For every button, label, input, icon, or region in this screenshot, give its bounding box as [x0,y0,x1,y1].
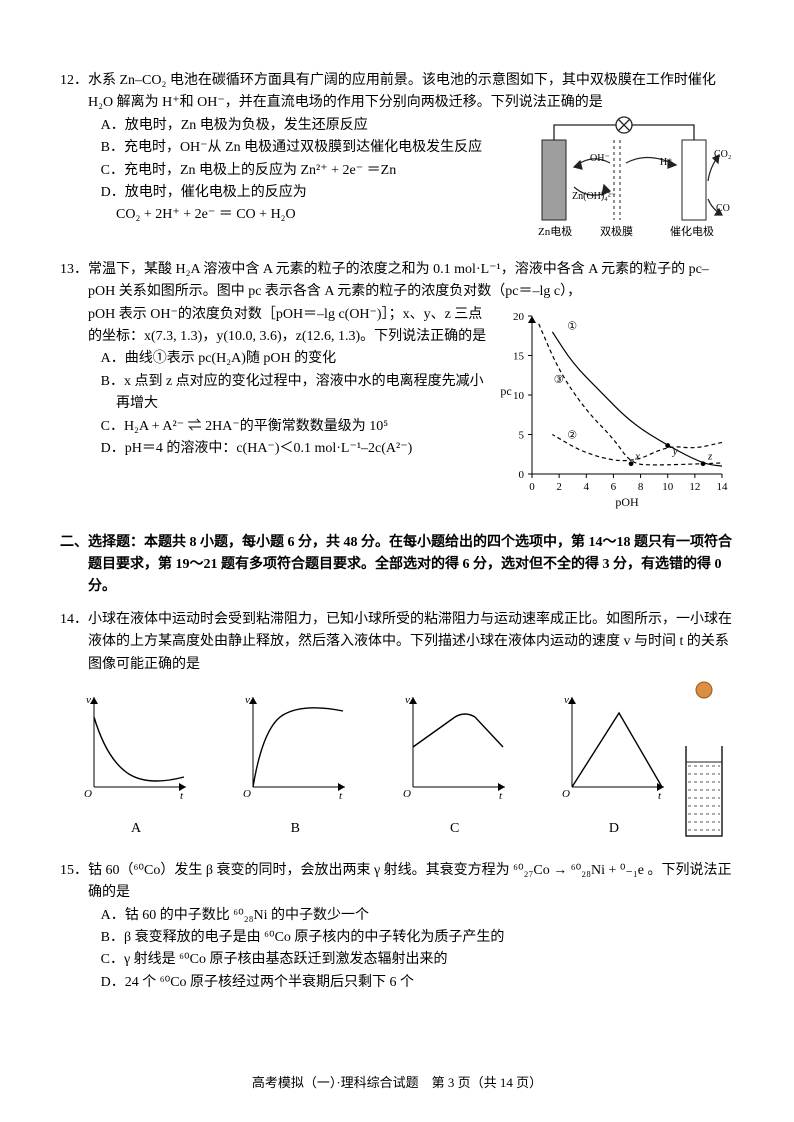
lbl-znoh: Zn(OH)₄²⁻ [572,191,616,202]
q12-D1: D．放电时，催化电极上的反应为 [88,182,514,204]
q13-chart: 0 2 4 6 8 10 12 14 0 5 10 15 20 pOH pc x y z ① ② ③ [494,304,734,514]
q12-D2: CO₂ + 2H⁺ + 2e⁻ ＝ CO + H₂O [88,204,514,226]
svg-text:pc: pc [500,384,511,398]
q15-D: D．24 个 ⁶⁰Co 原子核经过两个半衰期后只剩下 6 个 [88,972,734,994]
q14-lbl-A: A [76,818,196,840]
lbl-co: CO [716,203,730,214]
q15-stem: 15．钴 60（⁶⁰Co）发生 β 衰变的同时，会放出两束 γ 射线。其衰变方程… [60,860,734,905]
q13-C: C．H₂A + A²⁻ ⇌ 2HA⁻的平衡常数数量级为 10⁵ [88,416,494,438]
page-footer: 高考模拟（一）·理科综合试题 第 3 页（共 14 页） [0,1073,794,1094]
svg-text:x: x [634,450,640,462]
svg-text:14: 14 [717,481,729,493]
svg-text:0: 0 [529,481,535,493]
q13: 13．常温下，某酸 H₂A 溶液中含 A 元素的粒子的浓度之和为 0.1 mol… [60,259,734,514]
section2: 二、选择题：本题共 8 小题，每小题 6 分，共 48 分。在每小题给出的四个选… [60,532,734,599]
svg-text:v: v [245,694,250,706]
svg-text:15: 15 [513,350,525,362]
q12-stem: 12．水系 Zn–CO₂ 电池在碳循环方面具有广阔的应用前景。该电池的示意图如下… [60,70,734,115]
q15: 15．钴 60（⁶⁰Co）发生 β 衰变的同时，会放出两束 γ 射线。其衰变方程… [60,860,734,994]
q14-num: 14． [60,612,88,627]
q14-lbl-B: B [235,818,355,840]
q15-A: A．钴 60 的中子数比 ⁶⁰₂₈Ni 的中子数少一个 [88,905,734,927]
q15-num: 15． [60,863,88,878]
svg-text:12: 12 [689,481,700,493]
lbl-bipolar: 双极膜 [600,224,633,238]
q13-stem1: 13．常温下，某酸 H₂A 溶液中含 A 元素的粒子的浓度之和为 0.1 mol… [60,259,734,304]
svg-text:y: y [672,445,678,457]
svg-text:①: ① [567,320,577,332]
svg-text:③: ③ [554,374,564,386]
svg-text:t: t [499,790,503,802]
svg-text:6: 6 [611,481,617,493]
lbl-co2: CO₂ [714,149,731,160]
svg-text:O: O [243,788,251,800]
q12: 12．水系 Zn–CO₂ 电池在碳循环方面具有广阔的应用前景。该电池的示意图如下… [60,70,734,245]
q12-C: C．充电时，Zn 电极上的反应为 Zn²⁺ + 2e⁻ ＝Zn [88,160,514,182]
svg-text:4: 4 [584,481,590,493]
q15-C: C．γ 射线是 ⁶⁰Co 原子核由基态跃迁到激发态辐射出来的 [88,949,734,971]
lbl-oh: OH⁻ [590,153,610,164]
q15-B: B．β 衰变释放的电子是由 ⁶⁰Co 原子核内的中子转化为质子产生的 [88,927,734,949]
q12-figure: OH⁻ Zn(OH)₄²⁻ H⁺ CO₂ CO Zn电极 双极膜 催化电极 [514,115,734,245]
svg-text:v: v [564,694,569,706]
q14: 14．小球在液体中运动时会受到粘滞阻力，已知小球所受的粘滞阻力与运动速率成正比。… [60,609,734,846]
q12-options: A．放电时，Zn 电极为负极，发生还原反应 B．充电时，OH⁻从 Zn 电极通过… [60,115,514,245]
q13-num: 13． [60,262,88,277]
svg-text:O: O [403,788,411,800]
svg-text:20: 20 [513,311,525,323]
svg-text:z: z [707,450,713,462]
svg-text:5: 5 [519,429,525,441]
lbl-zn-elec: Zn电极 [538,224,572,238]
svg-text:10: 10 [513,390,525,402]
svg-text:0: 0 [519,469,525,481]
lbl-h: H⁺ [660,157,673,168]
q14-chart-D: v t O [554,687,674,807]
svg-text:v: v [86,694,91,706]
svg-text:t: t [658,790,662,802]
q14-chart-A: v t O [76,687,196,807]
svg-text:2: 2 [556,481,562,493]
q13-B: B．x 点到 z 点对应的变化过程中，溶液中水的电离程度先减小再增大 [88,371,494,416]
svg-text:v: v [405,694,410,706]
q13-A: A．曲线①表示 pc(H₂A)随 pOH 的变化 [88,348,494,370]
svg-text:t: t [339,790,343,802]
svg-text:t: t [180,790,184,802]
q14-stem: 14．小球在液体中运动时会受到粘滞阻力，已知小球所受的粘滞阻力与运动速率成正比。… [60,609,734,676]
q13-D: D．pH＝4 的溶液中：c(HA⁻)＜0.1 mol·L⁻¹–2c(A²⁻) [88,438,494,460]
q13-stem2: pOH 表示 OH⁻的浓度负对数［pOH＝–lg c(OH⁻)］；x、y、z 三… [88,304,494,349]
q13-left: pOH 表示 OH⁻的浓度负对数［pOH＝–lg c(OH⁻)］；x、y、z 三… [60,304,494,514]
q12-A: A．放电时，Zn 电极为负极，发生还原反应 [88,115,514,137]
q14-charts: v t O A v t O B v t O C v t O D [76,682,674,840]
q14-lbl-C: C [395,818,515,840]
q14-chart-B: v t O [235,687,355,807]
svg-text:8: 8 [638,481,644,493]
svg-text:O: O [84,788,92,800]
q14-apparatus [674,676,734,846]
svg-text:②: ② [567,429,577,441]
q14-lbl-D: D [554,818,674,840]
lbl-cat: 催化电极 [670,224,714,238]
svg-text:pOH: pOH [615,495,639,509]
q12-num: 12． [60,73,88,88]
svg-text:O: O [562,788,570,800]
svg-text:10: 10 [662,481,674,493]
q12-B: B．充电时，OH⁻从 Zn 电极通过双极膜到达催化电极发生反应 [88,137,514,159]
q14-chart-C: v t O [395,687,515,807]
